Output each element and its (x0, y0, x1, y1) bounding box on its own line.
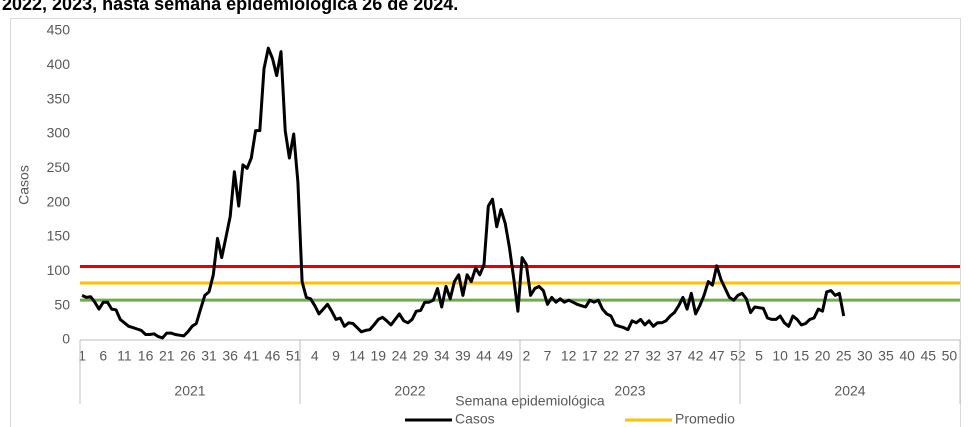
x-tick-label: 6 (99, 348, 107, 364)
y-tick-label: 300 (47, 125, 71, 141)
x-tick-label: 37 (667, 348, 683, 364)
group-label: 2023 (614, 383, 645, 399)
chart-title: 2022, 2023, hasta semana epidemiológica … (2, 0, 458, 14)
x-tick-label: 26 (180, 348, 196, 364)
x-tick-label: 39 (455, 348, 471, 364)
legend-label: Promedio (675, 411, 735, 427)
x-tick-label: 27 (624, 348, 640, 364)
x-tick-label: 51 (286, 348, 302, 364)
y-tick-label: 250 (47, 159, 71, 175)
x-tick-label: 24 (392, 348, 408, 364)
x-tick-label: 2 (522, 348, 530, 364)
x-tick-label: 46 (265, 348, 281, 364)
x-tick-label: 22 (603, 348, 619, 364)
y-tick-label: 50 (54, 296, 70, 312)
x-tick-label: 20 (815, 348, 831, 364)
y-tick-label: 400 (47, 56, 71, 72)
group-label: 2022 (394, 383, 425, 399)
x-tick-label: 1 (78, 348, 86, 364)
x-axis-title: Semana epidemiológica (455, 393, 605, 409)
x-tick-label: 19 (370, 348, 386, 364)
x-tick-label: 32 (645, 348, 661, 364)
x-tick-label: 31 (201, 348, 217, 364)
x-tick-label: 40 (899, 348, 915, 364)
x-tick-label: 4 (311, 348, 319, 364)
x-tick-label: 15 (794, 348, 810, 364)
data-line (81, 46, 846, 340)
x-tick-label: 16 (138, 348, 154, 364)
x-tick-label: 34 (434, 348, 450, 364)
x-tick-label: 25 (836, 348, 852, 364)
x-tick-label: 52 (730, 348, 746, 364)
x-tick-label: 49 (497, 348, 513, 364)
x-tick-label: 30 (857, 348, 873, 364)
x-tick-label: 41 (244, 348, 260, 364)
x-tick-label: 29 (413, 348, 429, 364)
x-tick-label: 7 (544, 348, 552, 364)
x-tick-label: 21 (159, 348, 175, 364)
x-tick-label: 42 (688, 348, 704, 364)
x-tick-label: 12 (561, 348, 577, 364)
y-tick-label: 450 (47, 22, 71, 38)
x-tick-label: 45 (920, 348, 936, 364)
legend-label: Casos (455, 411, 495, 427)
x-tick-label: 47 (709, 348, 725, 364)
y-tick-label: 100 (47, 262, 71, 278)
x-tick-label: 35 (878, 348, 894, 364)
x-tick-label: 11 (117, 348, 132, 364)
y-tick-label: 150 (47, 228, 71, 244)
x-tick-label: 36 (222, 348, 238, 364)
x-tick-label: 5 (755, 348, 763, 364)
group-label: 2021 (174, 383, 205, 399)
x-tick-label: 10 (772, 348, 788, 364)
chart-border (10, 18, 961, 427)
x-tick-label: 50 (942, 348, 958, 364)
x-tick-label: 9 (332, 348, 340, 364)
y-tick-label: 0 (62, 331, 70, 347)
group-label: 2024 (834, 383, 865, 399)
x-tick-label: 17 (582, 348, 598, 364)
x-tick-label: 44 (476, 348, 492, 364)
y-tick-label: 200 (47, 193, 71, 209)
y-tick-label: 350 (47, 90, 71, 106)
y-axis-title: Casos (16, 165, 32, 205)
x-tick-label: 14 (349, 348, 365, 364)
